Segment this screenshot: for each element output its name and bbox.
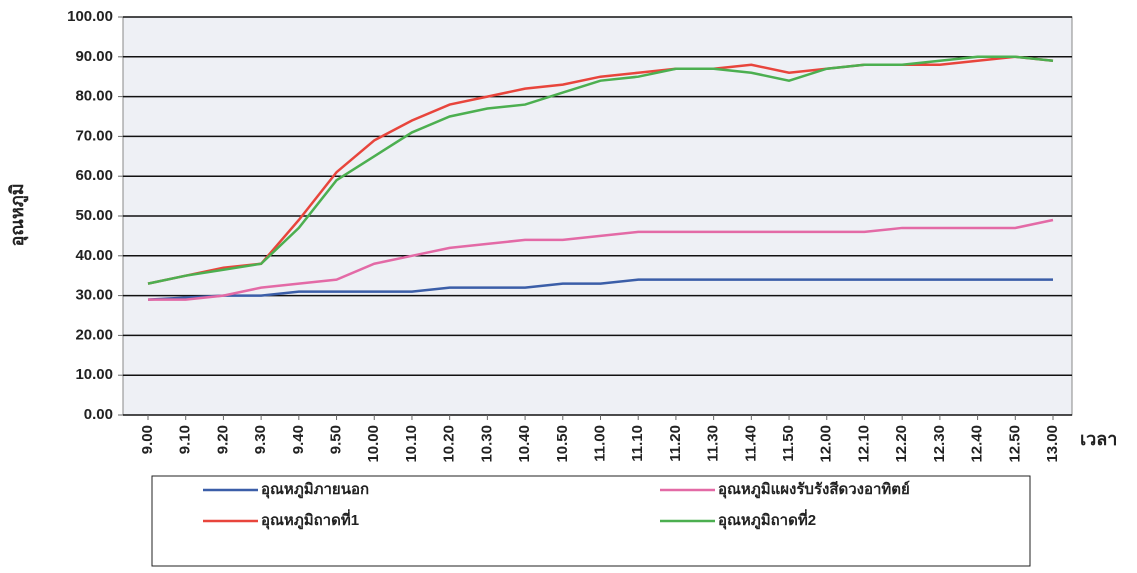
x-tick-label: 9.50 xyxy=(328,425,345,454)
legend xyxy=(151,475,1031,567)
x-tick-label: 12.00 xyxy=(818,425,835,463)
y-axis-label: อุณหภูมิ xyxy=(7,183,29,246)
y-tick-label: 50.00 xyxy=(75,207,113,224)
y-tick-label: 60.00 xyxy=(75,167,113,184)
y-tick-label: 40.00 xyxy=(75,247,113,264)
legend-label: อุณหภูมิถาดที่2 xyxy=(718,509,816,530)
legend-label: อุณหภูมิแผงรับรังสีดวงอาทิตย์ xyxy=(718,480,910,499)
x-tick-label: 12.40 xyxy=(969,425,986,463)
legend-label: อุณหภูมิภายนอก xyxy=(261,480,369,499)
x-axis-label: เวลา xyxy=(1080,429,1117,449)
y-tick-label: 20.00 xyxy=(75,326,113,343)
y-tick-label: 100.00 xyxy=(67,8,113,25)
y-tick-label: 90.00 xyxy=(75,48,113,65)
y-tick-label: 80.00 xyxy=(75,88,113,105)
y-tick-label: 10.00 xyxy=(75,366,113,383)
x-tick-label: 11.50 xyxy=(780,425,797,462)
x-tick-label: 10.40 xyxy=(516,425,533,463)
x-tick-label: 11.30 xyxy=(705,425,722,462)
x-tick-label: 9.10 xyxy=(177,425,194,454)
x-tick-label: 10.50 xyxy=(554,425,571,463)
series-line xyxy=(147,278,1053,301)
x-tick-label: 9.20 xyxy=(214,425,231,454)
series-line xyxy=(147,55,1054,285)
x-tick-label: 12.10 xyxy=(855,425,872,463)
y-tick-label: 30.00 xyxy=(75,287,113,304)
x-tick-label: 12.30 xyxy=(931,425,948,463)
legend-label: อุณหภูมิถาดที่1 xyxy=(261,509,359,530)
x-tick-label: 12.20 xyxy=(893,425,910,463)
x-tick-label: 11.10 xyxy=(629,425,646,462)
x-tick-label: 11.20 xyxy=(667,425,684,462)
x-tick-label: 9.40 xyxy=(290,425,307,454)
y-tick-label: 0.00 xyxy=(84,406,113,423)
x-tick-label: 12.50 xyxy=(1006,425,1023,463)
x-tick-label: 11.40 xyxy=(742,425,759,462)
series-line xyxy=(148,218,1054,301)
x-tick-label: 10.20 xyxy=(441,425,458,463)
x-tick-label: 9.30 xyxy=(252,425,269,454)
x-tick-label: 10.10 xyxy=(403,425,420,463)
x-tick-label: 10.30 xyxy=(478,425,495,463)
x-tick-label: 13.00 xyxy=(1044,425,1061,463)
x-tick-label: 10.00 xyxy=(365,425,382,463)
x-tick-label: 9.00 xyxy=(139,425,156,454)
x-tick-label: 11.00 xyxy=(591,425,608,462)
y-tick-label: 70.00 xyxy=(75,127,113,144)
